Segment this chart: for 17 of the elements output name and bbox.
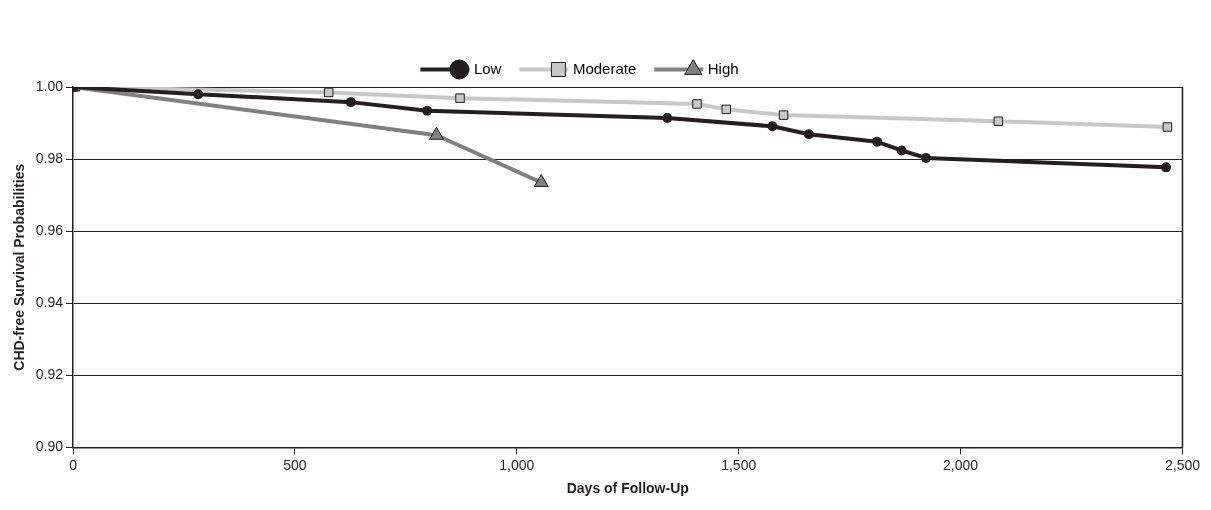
y-tick-label: 0.96 bbox=[35, 222, 64, 239]
x-tick-label: 1,500 bbox=[721, 456, 757, 473]
x-axis-title: Days of Follow-Up bbox=[566, 480, 689, 497]
y-tick-label: 0.94 bbox=[35, 294, 64, 311]
legend-label: Low bbox=[473, 59, 502, 77]
x-tick-label: 2,500 bbox=[1164, 456, 1201, 473]
y-tick-label: 0.90 bbox=[35, 438, 64, 455]
legend-label: Moderate bbox=[572, 59, 637, 77]
legend-label: High bbox=[707, 59, 739, 77]
x-tick-label: 2,000 bbox=[943, 456, 979, 473]
y-tick-label: 0.92 bbox=[35, 366, 64, 383]
x-tick-label: 0 bbox=[69, 456, 78, 473]
y-tick-label: 1.00 bbox=[35, 77, 64, 94]
x-tick-label: 1,000 bbox=[499, 456, 535, 473]
x-tick-label: 500 bbox=[283, 456, 307, 473]
y-axis-title: CHD-free Survival Probabilities bbox=[11, 163, 28, 371]
y-tick-label: 0.98 bbox=[35, 149, 64, 166]
